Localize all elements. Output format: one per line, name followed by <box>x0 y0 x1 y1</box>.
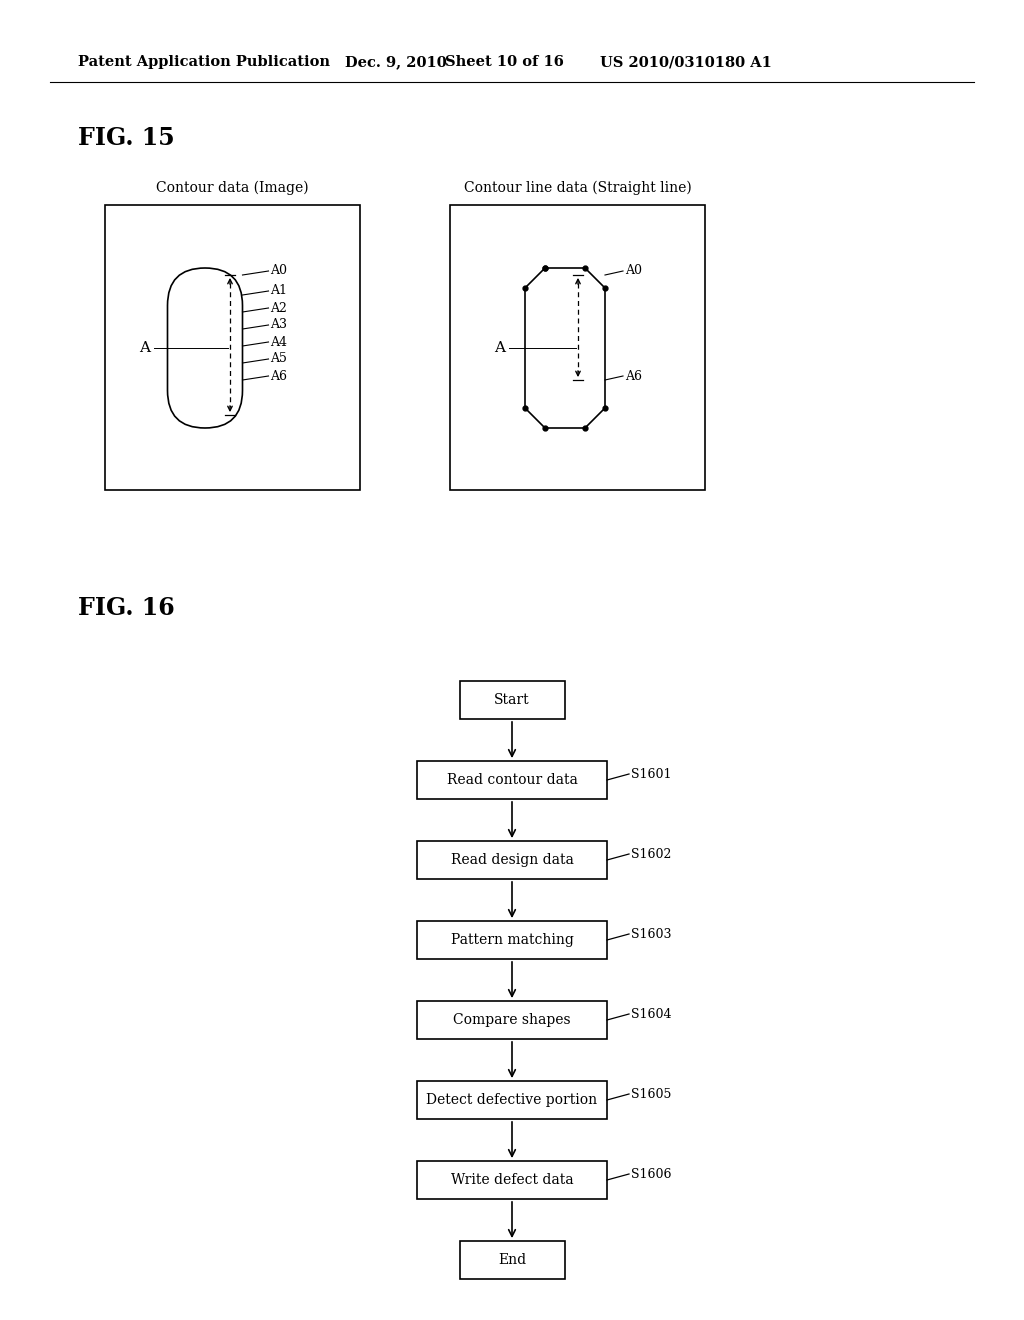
Text: S1604: S1604 <box>631 1007 672 1020</box>
Text: A6: A6 <box>270 370 288 383</box>
Text: Contour line data (Straight line): Contour line data (Straight line) <box>464 181 691 195</box>
Text: A3: A3 <box>270 318 288 331</box>
Text: A: A <box>495 341 506 355</box>
Text: Start: Start <box>495 693 529 708</box>
Bar <box>417 762 607 799</box>
Text: Compare shapes: Compare shapes <box>454 1012 570 1027</box>
Text: A1: A1 <box>270 285 288 297</box>
Text: S1602: S1602 <box>631 847 672 861</box>
Text: Sheet 10 of 16: Sheet 10 of 16 <box>445 55 564 69</box>
Bar <box>417 841 607 879</box>
Bar <box>450 205 705 490</box>
FancyBboxPatch shape <box>168 268 243 428</box>
Bar <box>460 1241 564 1279</box>
Text: S1601: S1601 <box>631 767 672 780</box>
Text: End: End <box>498 1253 526 1267</box>
Text: Write defect data: Write defect data <box>451 1173 573 1187</box>
Text: S1603: S1603 <box>631 928 672 940</box>
Bar <box>417 1001 607 1039</box>
Text: A0: A0 <box>625 264 642 277</box>
Text: S1606: S1606 <box>631 1167 672 1180</box>
Text: Read contour data: Read contour data <box>446 774 578 787</box>
Text: A0: A0 <box>270 264 288 277</box>
Text: Patent Application Publication: Patent Application Publication <box>78 55 330 69</box>
Text: FIG. 16: FIG. 16 <box>78 597 175 620</box>
Text: Detect defective portion: Detect defective portion <box>426 1093 598 1107</box>
Bar <box>417 1162 607 1199</box>
Text: A4: A4 <box>270 335 288 348</box>
Bar <box>417 921 607 960</box>
Text: Pattern matching: Pattern matching <box>451 933 573 946</box>
Text: A5: A5 <box>270 352 288 366</box>
Text: Contour data (Image): Contour data (Image) <box>157 181 309 195</box>
Text: A2: A2 <box>270 301 288 314</box>
Text: S1605: S1605 <box>631 1088 672 1101</box>
Text: FIG. 15: FIG. 15 <box>78 125 175 150</box>
Text: US 2010/0310180 A1: US 2010/0310180 A1 <box>600 55 772 69</box>
Text: Read design data: Read design data <box>451 853 573 867</box>
Bar <box>417 1081 607 1119</box>
Text: Dec. 9, 2010: Dec. 9, 2010 <box>345 55 446 69</box>
Bar <box>105 205 360 490</box>
Text: A6: A6 <box>625 370 642 383</box>
Text: A: A <box>139 341 151 355</box>
Bar <box>460 681 564 719</box>
